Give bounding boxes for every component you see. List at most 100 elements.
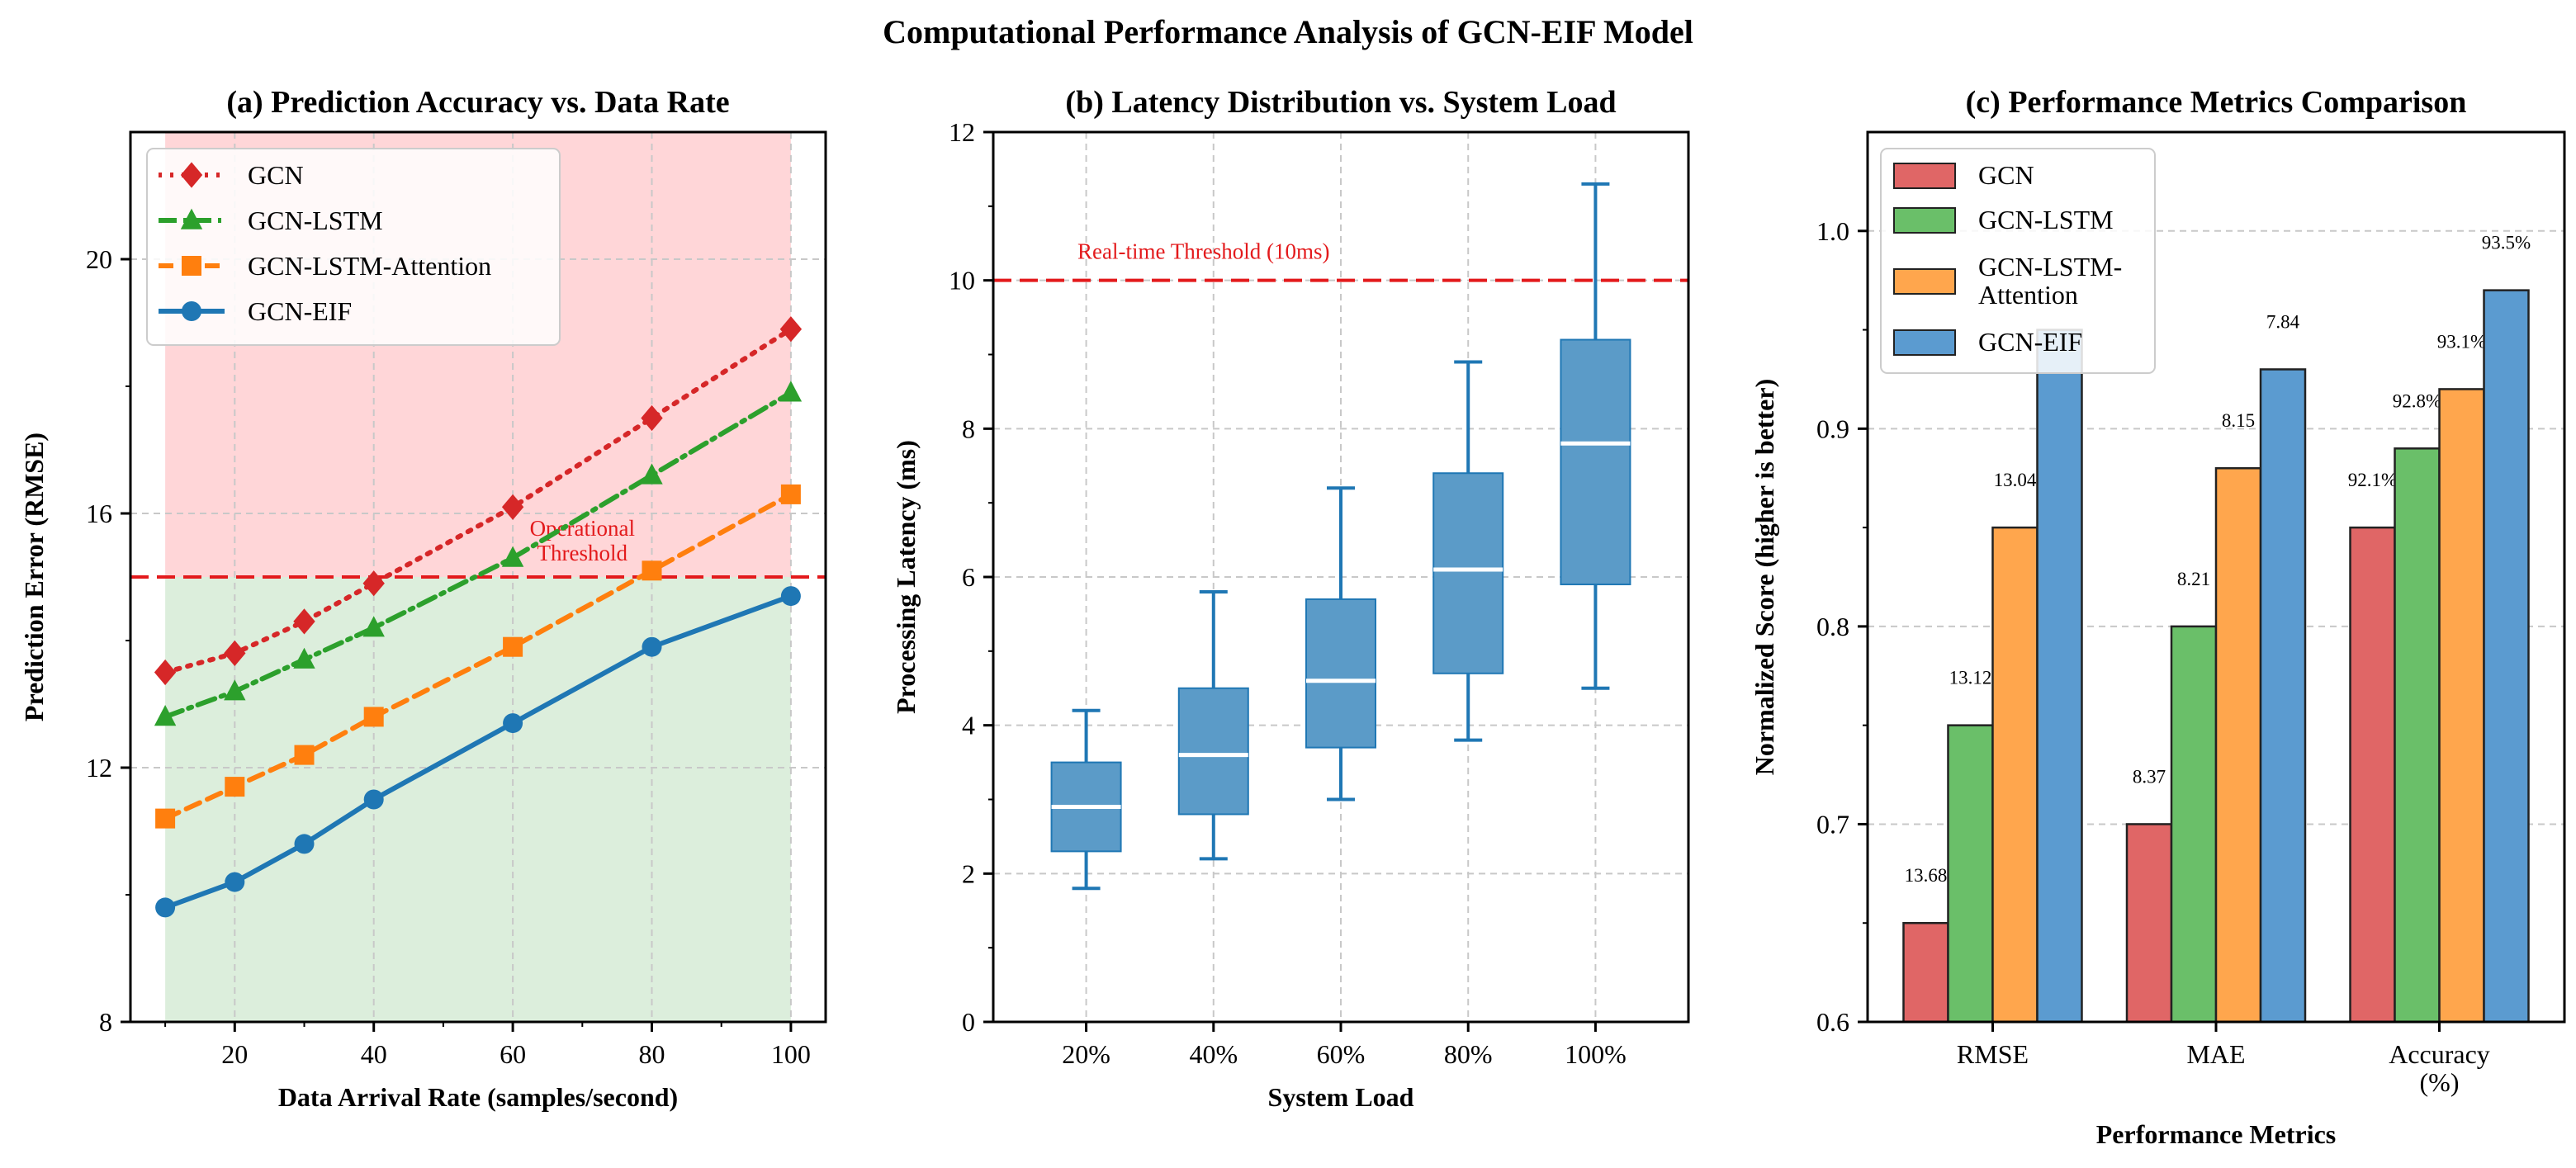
data-point [779, 381, 803, 402]
legend-label: GCN-LSTM [1978, 205, 2114, 234]
box-60% [1305, 486, 1376, 802]
legend-label: GCN-EIF [1978, 327, 2082, 357]
series-gcn-lstm [154, 381, 803, 726]
data-point [501, 546, 524, 567]
box-iqr [1432, 472, 1504, 674]
bar-label: 92.1% [2348, 470, 2397, 490]
x-tick-label: 20% [1062, 1039, 1110, 1069]
data-point [224, 679, 246, 701]
bar [2394, 447, 2441, 1024]
bar-label: 8.37 [2133, 766, 2166, 787]
panel-title: (a) Prediction Accuracy vs. Data Rate [226, 85, 729, 120]
x-tick-label: 80% [1444, 1039, 1493, 1069]
plot-frame [129, 130, 827, 1024]
bar-label: 13.04 [1994, 470, 2037, 490]
x-axis-label: Performance Metrics [2096, 1119, 2336, 1149]
bar-label: 93.1% [2437, 331, 2486, 352]
x-tick-label: 80 [639, 1039, 665, 1069]
x-axis-label: Data Arrival Rate (samples/second) [278, 1082, 678, 1112]
panel-b: Real-time Threshold (10ms) 20% 40% 60% 80% 10… [891, 85, 1690, 1112]
figure-title: Computational Performance Analysis of GC… [883, 13, 1693, 50]
bar-label: 92.8% [2393, 390, 2441, 411]
data-point [363, 789, 384, 810]
legend-label: Attention [1978, 280, 2078, 310]
y-tick-label: 12 [949, 117, 975, 147]
data-point [155, 808, 176, 829]
box-20% [1050, 708, 1122, 891]
data-point [224, 640, 246, 666]
threshold-label: Real-time Threshold (10ms) [1077, 239, 1329, 264]
x-tick-label: 100 [771, 1039, 811, 1069]
legend-frame [146, 148, 561, 346]
data-point [294, 834, 315, 854]
y-axis-label: Prediction Error (RMSE) [19, 433, 49, 721]
y-tick-label: 1.0 [1816, 216, 1849, 246]
data-point [780, 586, 801, 607]
legend-label: GCN-LSTM- [1978, 252, 2122, 281]
legend: GCN GCN-LSTM GCN-LSTM-Attention GCN-EIF [146, 148, 561, 346]
data-point [180, 162, 203, 188]
x-tick-label: MAE [2186, 1039, 2245, 1069]
y-tick-label: 16 [86, 499, 112, 528]
series-gcn-eif [155, 586, 801, 918]
bar-label: 8.15 [2222, 410, 2255, 431]
region-below-threshold [165, 577, 791, 1022]
bar [1991, 526, 2039, 1024]
data-point [293, 647, 315, 669]
bar [2170, 625, 2218, 1024]
data-point [180, 208, 203, 229]
x-tick-label: 60 [500, 1039, 526, 1069]
x-tick-label: 20 [221, 1039, 248, 1069]
panel-title: (b) Latency Distribution vs. System Load [1065, 85, 1616, 120]
data-point [182, 301, 201, 321]
bar-label: 13.12 [1949, 668, 1992, 688]
data-point [641, 404, 663, 432]
bar-label: 13.68 [1905, 865, 1948, 886]
threshold-label: Threshold [537, 541, 628, 565]
data-point [155, 897, 176, 918]
legend-label: GCN [1978, 160, 2034, 190]
y-tick-label: 0.8 [1816, 612, 1849, 641]
data-point [779, 316, 803, 343]
x-tick-label: RMSE [1957, 1039, 2029, 1069]
bar [1947, 724, 1994, 1024]
bar-label: 93.5% [2482, 233, 2531, 253]
legend-swatch [1893, 207, 1956, 234]
bar [2036, 329, 2083, 1024]
data-point [225, 777, 245, 797]
x-tick-label: 60% [1317, 1039, 1366, 1069]
y-tick-label: 0 [962, 1007, 975, 1037]
data-point [503, 636, 523, 657]
box-40% [1177, 589, 1249, 861]
box-iqr [1177, 687, 1249, 816]
box-iqr [1305, 598, 1376, 749]
series-gcn [154, 316, 803, 686]
x-tick-label: 40% [1189, 1039, 1238, 1069]
x-axis-label: System Load [1268, 1082, 1414, 1112]
x-tick-label: 100% [1565, 1039, 1627, 1069]
bar [2349, 526, 2396, 1024]
legend-swatch [1893, 329, 1956, 356]
data-point [225, 872, 245, 892]
bar [2214, 466, 2262, 1024]
x-tick-label: 40 [361, 1039, 387, 1069]
y-axis-label: Processing Latency (ms) [891, 440, 921, 714]
box-80% [1432, 360, 1504, 742]
legend-frame [1880, 148, 2156, 374]
data-point [642, 560, 662, 581]
data-point [293, 608, 315, 635]
bar [2438, 388, 2485, 1024]
bar [2483, 289, 2530, 1024]
box-iqr [1560, 338, 1631, 585]
data-point [294, 745, 315, 765]
data-point [363, 707, 384, 727]
box-100% [1560, 182, 1631, 690]
y-tick-label: 8 [99, 1007, 112, 1037]
data-point [154, 659, 177, 686]
legend-label: GCN [248, 160, 304, 190]
x-tick-label: Accuracy [2389, 1039, 2490, 1069]
data-point [182, 256, 201, 276]
legend: GCN GCN-LSTM GCN-LSTM-Attention GCN-EIF [1880, 148, 2156, 374]
